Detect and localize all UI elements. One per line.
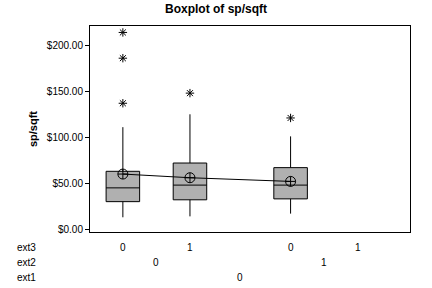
svg-text:$150.00: $150.00 — [47, 86, 84, 97]
svg-text:$100.00: $100.00 — [47, 132, 84, 143]
svg-text:ext2: ext2 — [17, 257, 36, 268]
svg-text:1: 1 — [355, 242, 361, 253]
svg-text:ext1: ext1 — [17, 272, 36, 283]
svg-text:sp/sqft: sp/sqft — [27, 111, 39, 147]
svg-text:ext3: ext3 — [17, 242, 36, 253]
svg-text:0: 0 — [237, 272, 243, 283]
svg-text:Boxplot of sp/sqft: Boxplot of sp/sqft — [165, 2, 267, 16]
svg-text:1: 1 — [321, 257, 327, 268]
svg-text:1: 1 — [187, 242, 193, 253]
svg-text:0: 0 — [120, 242, 126, 253]
svg-text:$50.00: $50.00 — [52, 178, 83, 189]
svg-text:$0.00: $0.00 — [58, 224, 83, 235]
svg-text:0: 0 — [153, 257, 159, 268]
svg-text:$200.00: $200.00 — [47, 40, 84, 51]
svg-text:0: 0 — [288, 242, 294, 253]
